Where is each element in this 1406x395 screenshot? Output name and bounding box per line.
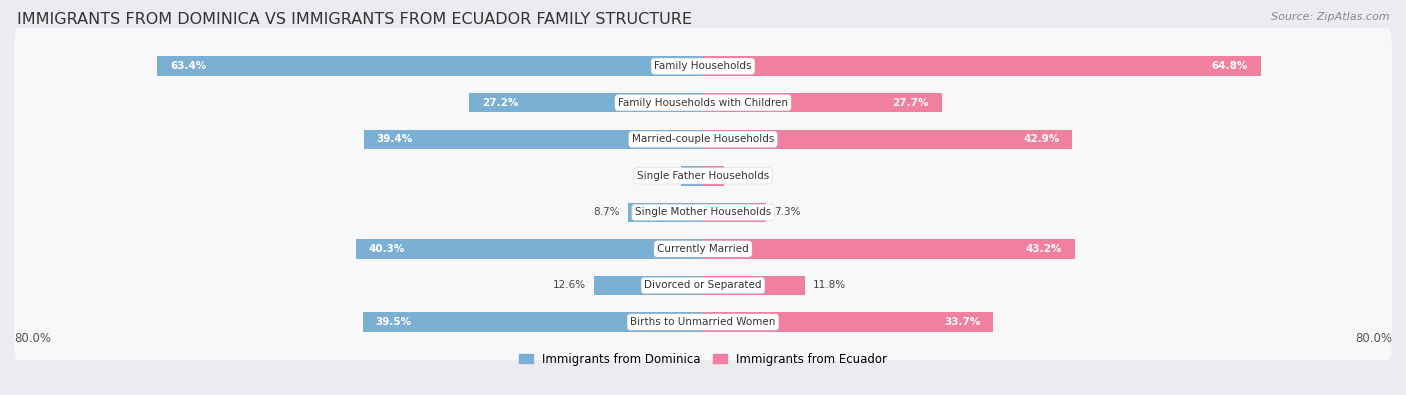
Bar [364, 130, 703, 149]
Text: 63.4%: 63.4% [170, 61, 207, 71]
Text: Family Households with Children: Family Households with Children [619, 98, 787, 108]
Text: 40.3%: 40.3% [368, 244, 405, 254]
FancyBboxPatch shape [14, 28, 1392, 105]
Text: IMMIGRANTS FROM DOMINICA VS IMMIGRANTS FROM ECUADOR FAMILY STRUCTURE: IMMIGRANTS FROM DOMINICA VS IMMIGRANTS F… [17, 12, 692, 27]
FancyBboxPatch shape [14, 137, 1392, 214]
FancyBboxPatch shape [14, 64, 1392, 141]
Bar [468, 93, 703, 113]
FancyBboxPatch shape [14, 211, 1392, 287]
Bar [703, 203, 766, 222]
Legend: Immigrants from Dominica, Immigrants from Ecuador: Immigrants from Dominica, Immigrants fro… [515, 348, 891, 370]
FancyBboxPatch shape [14, 247, 1392, 324]
Text: 2.4%: 2.4% [733, 171, 759, 181]
Text: 42.9%: 42.9% [1024, 134, 1060, 144]
Bar [703, 276, 804, 295]
Text: Source: ZipAtlas.com: Source: ZipAtlas.com [1271, 12, 1389, 22]
Text: 33.7%: 33.7% [943, 317, 980, 327]
Bar [356, 239, 703, 259]
Text: Married-couple Households: Married-couple Households [631, 134, 775, 144]
Text: 12.6%: 12.6% [553, 280, 586, 290]
Bar [703, 56, 1261, 76]
FancyBboxPatch shape [14, 284, 1392, 360]
Bar [703, 130, 1073, 149]
Bar [363, 312, 703, 332]
Text: Family Households: Family Households [654, 61, 752, 71]
Text: 43.2%: 43.2% [1026, 244, 1062, 254]
Text: 11.8%: 11.8% [813, 280, 846, 290]
Bar [628, 203, 703, 222]
Bar [595, 276, 703, 295]
Bar [703, 239, 1076, 259]
Text: Single Father Households: Single Father Households [637, 171, 769, 181]
Bar [703, 93, 942, 113]
Text: Births to Unmarried Women: Births to Unmarried Women [630, 317, 776, 327]
Text: Divorced or Separated: Divorced or Separated [644, 280, 762, 290]
Text: Currently Married: Currently Married [657, 244, 749, 254]
Text: 80.0%: 80.0% [1355, 332, 1392, 345]
Text: 27.7%: 27.7% [893, 98, 928, 108]
Bar [703, 312, 993, 332]
FancyBboxPatch shape [14, 174, 1392, 251]
Text: 39.4%: 39.4% [377, 134, 413, 144]
Bar [682, 166, 703, 186]
Text: 64.8%: 64.8% [1212, 61, 1249, 71]
Text: 27.2%: 27.2% [482, 98, 517, 108]
FancyBboxPatch shape [14, 101, 1392, 178]
Text: 80.0%: 80.0% [14, 332, 51, 345]
Text: 7.3%: 7.3% [775, 207, 801, 217]
Text: Single Mother Households: Single Mother Households [636, 207, 770, 217]
Text: 2.5%: 2.5% [647, 171, 673, 181]
Bar [703, 166, 724, 186]
Text: 39.5%: 39.5% [375, 317, 412, 327]
Bar [157, 56, 703, 76]
Text: 8.7%: 8.7% [593, 207, 620, 217]
